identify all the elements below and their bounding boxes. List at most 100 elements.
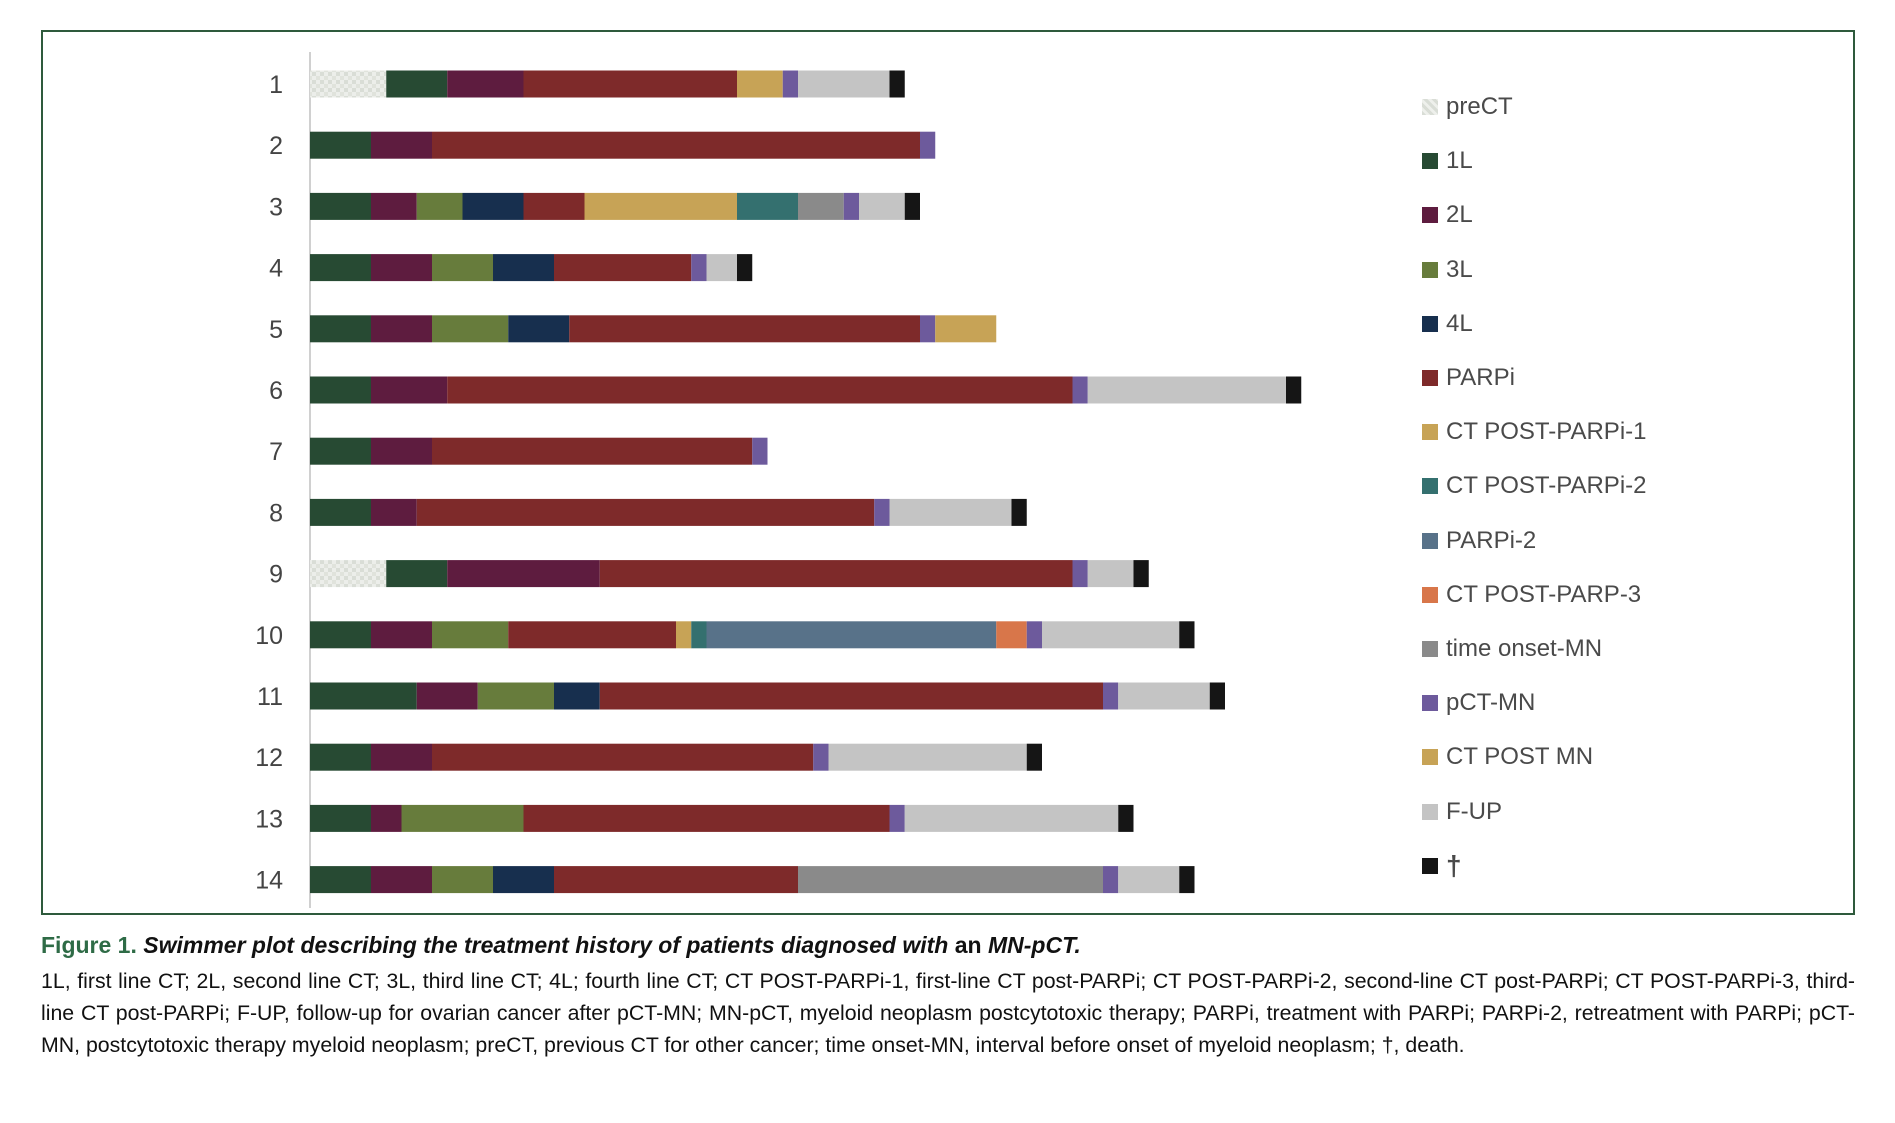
legend-item-prect: preCT (1422, 80, 1842, 134)
bar-segment-patient-10-ct-post-parpi-2 (691, 621, 707, 649)
legend-label-parpi-2: PARPi-2 (1446, 526, 1537, 554)
bar-segment-patient-12-2l (371, 743, 432, 771)
bar-segment-patient-6-2l (371, 376, 448, 404)
legend-swatch-parpi (1422, 370, 1438, 387)
legend-item-ct-post-parp-3: CT POST-PARP-3 (1422, 568, 1842, 622)
bar-segment-patient-7-2l (371, 437, 432, 465)
legend-label-ct-post-mn: CT POST MN (1446, 743, 1594, 771)
legend-label-ct-post-parp-3: CT POST-PARP-3 (1446, 580, 1642, 608)
bar-segment-patient-9-2l (447, 560, 600, 588)
caption-body: 1L, first line CT; 2L, second line CT; 3… (41, 969, 1855, 1057)
legend-item-3l: 3L (1422, 243, 1842, 297)
bar-segment-patient-5-ct-post-mn (935, 315, 997, 343)
bar-segment-patient-12-pct-mn (813, 743, 829, 771)
legend-label-death: † (1446, 849, 1462, 881)
bar-segment-patient-2-parpi (432, 131, 920, 159)
bar-segment-patient-11-1l (310, 682, 417, 710)
bar-segment-patient-3-ct-post-parpi-1 (584, 192, 737, 220)
caption-title: Figure 1. Swimmer plot describing the tr… (41, 932, 1855, 959)
bar-segment-patient-10-ct-post-parpi-1 (676, 621, 692, 649)
legend-label-prect: preCT (1446, 93, 1513, 121)
bar-segment-patient-12-parpi (432, 743, 814, 771)
caption-title-end: MN-pCT. (987, 932, 1081, 958)
bar-segment-patient-10-death (1179, 621, 1195, 649)
bar-segment-patient-13-1l (310, 804, 371, 832)
y-tick-label-1: 1 (269, 71, 283, 99)
bar-segment-patient-8-f-up (889, 498, 1012, 526)
caption-title-italic: Swimmer plot describing the treatment hi… (143, 932, 949, 958)
bar-segment-patient-6-pct-mn (1072, 376, 1088, 404)
bar-segment-patient-3-death (904, 192, 920, 220)
bar-segment-patient-14-f-up (1118, 866, 1180, 894)
legend-item-4l: 4L (1422, 297, 1842, 351)
y-tick-label-2: 2 (269, 132, 283, 160)
bar-segment-patient-6-death (1286, 376, 1302, 404)
bar-segment-patient-12-death (1026, 743, 1042, 771)
legend-swatch-ct-post-parpi-2 (1422, 478, 1438, 495)
bar-segment-patient-5-4l (508, 315, 570, 343)
legend-swatch-1l (1422, 153, 1438, 170)
bar-segment-patient-14-1l (310, 866, 371, 894)
legend-label-f-up: F-UP (1446, 797, 1502, 825)
legend-item-2l: 2L (1422, 188, 1842, 242)
bar-segment-patient-3-ct-post-parpi-2 (737, 192, 798, 220)
bar-segment-patient-4-parpi (554, 254, 692, 282)
legend-swatch-death (1422, 857, 1438, 874)
bar-segment-patient-13-f-up (904, 804, 1119, 832)
bar-segment-patient-8-parpi (416, 498, 875, 526)
bar-segment-patient-6-f-up (1087, 376, 1286, 404)
bar-segment-patient-3-3l (416, 192, 463, 220)
legend-item-pct-mn: pCT-MN (1422, 676, 1842, 730)
legend-item-ct-post-parpi-1: CT POST-PARPi-1 (1422, 405, 1842, 459)
bar-segment-patient-10-2l (371, 621, 432, 649)
bar-segment-patient-12-f-up (828, 743, 1027, 771)
caption-title-middle: an (954, 932, 982, 958)
legend-label-ct-post-parpi-2: CT POST-PARPi-2 (1446, 472, 1647, 500)
legend-label-parpi: PARPi (1446, 364, 1515, 392)
bar-segment-patient-13-parpi (523, 804, 890, 832)
legend-label-2l: 2L (1446, 201, 1473, 229)
bar-segment-patient-11-f-up (1118, 682, 1210, 710)
bar-segment-patient-5-2l (371, 315, 432, 343)
bar-segment-patient-13-pct-mn (889, 804, 905, 832)
legend-swatch-time-onset-mn (1422, 640, 1438, 657)
bar-segment-patient-11-2l (416, 682, 478, 710)
bar-segment-patient-11-3l (477, 682, 554, 710)
legend-label-4l: 4L (1446, 309, 1473, 337)
bar-segment-patient-5-pct-mn (920, 315, 936, 343)
bar-segment-patient-3-4l (462, 192, 524, 220)
bar-segment-patient-8-1l (310, 498, 371, 526)
legend-item-parpi: PARPi (1422, 351, 1842, 405)
legend-label-3l: 3L (1446, 255, 1473, 283)
bar-segment-patient-1-1l (386, 70, 448, 98)
bar-segment-patient-10-ct-post-parp-3 (996, 621, 1027, 649)
bar-segment-patient-1-2l (447, 70, 524, 98)
y-tick-label-6: 6 (269, 377, 283, 405)
legend: preCT 1L 2L 3L 4L PARPi CT POST-PARPi-1 CT POST… (1422, 80, 1842, 893)
bar-segment-patient-1-death (889, 70, 905, 98)
bar-segment-patient-3-time-onset-mn (798, 192, 844, 220)
bar-segment-patient-9-death (1133, 560, 1149, 588)
figure-label: Figure 1. (41, 932, 137, 958)
y-tick-label-12: 12 (255, 744, 283, 772)
bar-segment-patient-10-3l (432, 621, 509, 649)
legend-swatch-ct-post-parpi-1 (1422, 424, 1438, 441)
bar-segment-patient-4-pct-mn (691, 254, 707, 282)
bar-segment-patient-6-parpi (447, 376, 1073, 404)
legend-swatch-f-up (1422, 803, 1438, 820)
bar-segment-patient-14-2l (371, 866, 432, 894)
legend-item-time-onset-mn: time onset-MN (1422, 622, 1842, 676)
bar-segment-patient-10-parpi (508, 621, 676, 649)
bar-segment-patient-9-prect (310, 560, 387, 588)
bar-segment-patient-12-1l (310, 743, 371, 771)
bar-segment-patient-2-1l (310, 131, 371, 159)
legend-swatch-ct-post-parp-3 (1422, 586, 1438, 603)
legend-item-f-up: F-UP (1422, 784, 1842, 838)
bar-segment-patient-10-f-up (1042, 621, 1180, 649)
bar-segment-patient-10-pct-mn (1026, 621, 1042, 649)
bar-segment-patient-9-pct-mn (1072, 560, 1088, 588)
bar-segment-patient-8-pct-mn (874, 498, 890, 526)
bar-segment-patient-4-death (737, 254, 753, 282)
y-tick-label-7: 7 (269, 438, 283, 466)
